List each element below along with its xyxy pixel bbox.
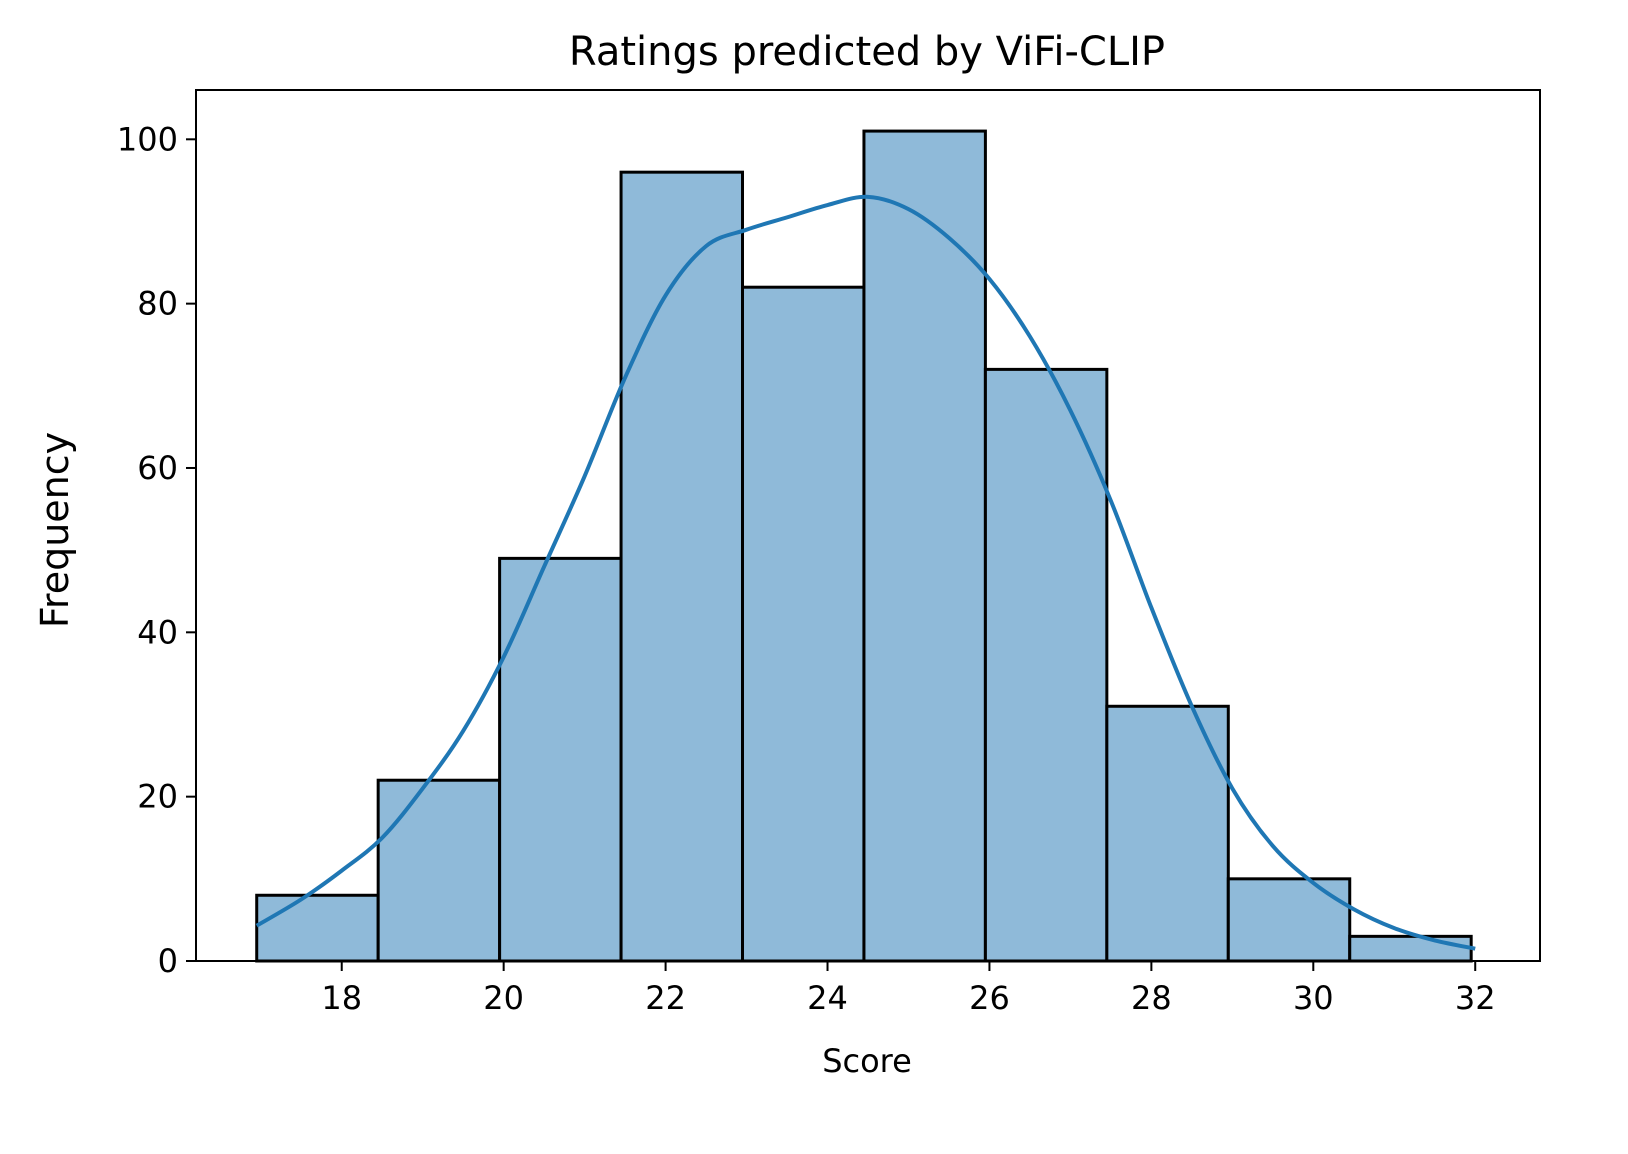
- y-axis-label: Frequency: [33, 432, 77, 628]
- histogram-bar: [255, 893, 380, 963]
- x-tick-label: 24: [807, 979, 848, 1017]
- chart-title: Ratings predicted by ViFi-CLIP: [569, 29, 1165, 75]
- histogram-bar: [619, 170, 745, 963]
- y-tick-label: 60: [137, 449, 178, 487]
- x-tick-label: 26: [969, 979, 1010, 1017]
- x-axis: 18 20 22 24 26 28 30 32: [321, 961, 1496, 1017]
- histogram-bar: [1105, 704, 1230, 963]
- x-tick-label: 20: [483, 979, 524, 1017]
- histogram-bar: [741, 285, 866, 963]
- y-tick-label: 0: [158, 942, 178, 980]
- histogram-bar: [983, 367, 1109, 963]
- histogram-bar: [376, 778, 502, 963]
- y-tick-label: 100: [117, 120, 178, 158]
- histogram-bar: [1348, 934, 1473, 963]
- x-axis-label: Score: [822, 1042, 912, 1080]
- y-tick-label: 40: [137, 613, 178, 651]
- plot-frame: [195, 89, 1541, 962]
- histogram-bar: [498, 556, 623, 963]
- y-tick-label: 80: [137, 285, 178, 323]
- x-tick-label: 32: [1455, 979, 1496, 1017]
- y-axis: 0 20 40 60 80 100: [117, 120, 196, 980]
- y-tick-label: 20: [137, 778, 178, 816]
- x-tick-label: 18: [321, 979, 362, 1017]
- x-tick-label: 22: [645, 979, 686, 1017]
- x-tick-label: 30: [1293, 979, 1334, 1017]
- bars-group: [255, 129, 1473, 963]
- histogram-bar: [1226, 877, 1352, 963]
- x-tick-label: 28: [1131, 979, 1172, 1017]
- histogram-bar: [862, 129, 987, 963]
- kde-curve: [255, 194, 1476, 951]
